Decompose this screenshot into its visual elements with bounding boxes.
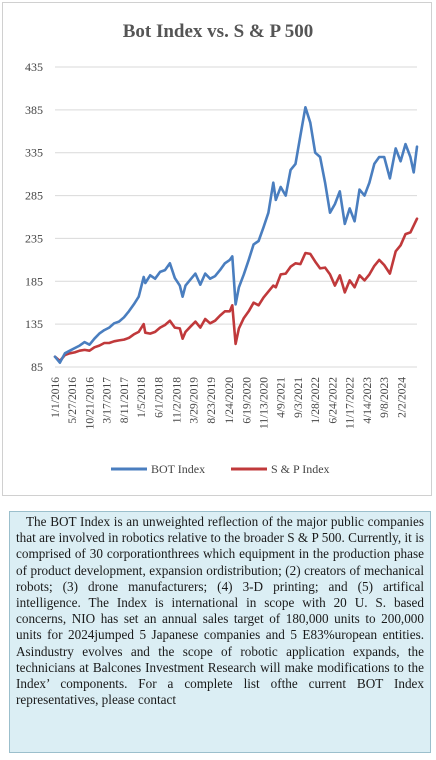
series-lines [53,106,419,364]
y-axis-ticks: 85 135 185 235 285 335 385 435 [25,60,43,374]
chart-title: Bot Index vs. S & P 500 [122,21,314,42]
x-axis-ticks: 1/1/2016 5/27/2016 10/21/2016 3/17/2017 8/11… [50,377,408,430]
x-tick-label: 6/1/2018 [153,377,165,418]
x-tick-label: 11/17/2022 [345,377,357,429]
y-tick-label: 235 [25,231,43,245]
x-tick-label: 3/29/2019 [189,377,201,424]
chart-panel: 85 135 185 235 285 335 385 435 1/1/2016 5/27/201… [2,2,432,496]
x-tick-label: 5/27/2016 [67,377,79,424]
x-tick-label: 4/14/2023 [362,377,374,424]
x-tick-label: 11/13/2020 [258,377,270,429]
x-tick-label: 8/23/2019 [206,377,218,424]
y-tick-label: 185 [25,274,43,288]
series-line-sp-index [53,217,419,363]
y-tick-label: 135 [25,317,43,331]
x-tick-label: 10/21/2016 [84,377,96,430]
x-tick-label: 1/24/2020 [224,377,236,424]
gridlines [55,66,417,368]
x-tick-label: 11/2/2018 [171,377,183,423]
x-tick-label: 6/19/2020 [241,377,253,424]
x-tick-label: 8/11/2017 [119,377,131,423]
line-chart: 85 135 185 235 285 335 385 435 1/1/2016 5/27/201… [25,60,419,476]
x-tick-label: 9/8/2023 [379,377,391,418]
series-line-bot-index [53,106,419,364]
x-tick-label: 1/1/2016 [50,377,62,418]
x-tick-label: 6/24/2022 [327,377,339,424]
y-tick-label: 385 [25,103,43,117]
x-tick-label: 1/28/2022 [310,377,322,424]
x-tick-label: 3/17/2017 [102,377,114,424]
y-tick-label: 335 [25,146,43,160]
description-text: The BOT Index is an unweighted reflectio… [9,511,431,753]
y-tick-label: 435 [25,60,43,74]
legend-label: S & P Index [271,462,330,476]
legend: BOT Index S & P Index [111,462,330,476]
x-tick-label: 4/9/2021 [276,377,288,418]
x-tick-label: 1/5/2018 [136,377,148,418]
legend-label: BOT Index [151,462,205,476]
y-tick-label: 285 [25,189,43,203]
x-tick-label: 2/2/2024 [396,377,408,418]
y-tick-label: 85 [31,360,43,374]
x-tick-label: 9/3/2021 [293,377,305,418]
